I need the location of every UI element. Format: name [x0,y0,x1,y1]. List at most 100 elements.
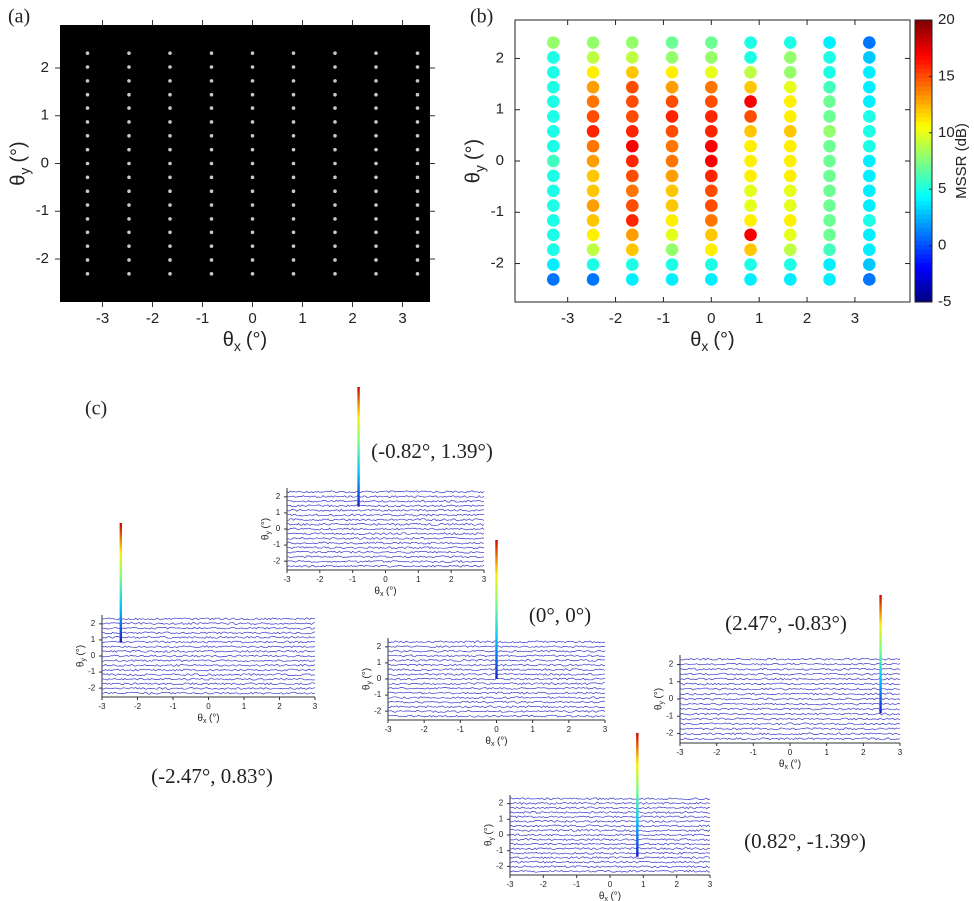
colorbar-cell [915,152,932,158]
axis-label: θx (°) [599,890,621,901]
dot [665,139,679,153]
diffraction-spot [374,92,378,97]
colorbar-cell [915,143,932,149]
diffraction-spot [415,79,420,83]
x-tick-label: 1 [755,310,763,327]
colorbar-tick-label: 20 [938,11,955,28]
dot [823,65,836,79]
trace [509,869,710,873]
dot [784,199,797,212]
y-tick-label: 1 [41,107,49,124]
colorbar-cell [915,293,932,299]
dot [705,80,718,94]
y-tick-label: -1 [88,667,96,676]
trace [287,555,485,559]
colorbar-cell [915,196,932,202]
y-tick-label: -2 [496,861,504,870]
dot [823,95,836,108]
diffraction-spot [374,230,378,235]
diffraction-spot [209,120,214,124]
x-tick-label: 3 [313,702,318,711]
trace [679,727,901,731]
trace [679,712,901,716]
colorbar-cell [915,174,932,180]
axis-label-symbol: θ [599,890,605,901]
trace [387,710,606,713]
diffraction-spot [85,272,90,276]
dot [626,169,639,183]
diffraction-spot [168,244,172,248]
trace [509,819,711,823]
axis-label-sub: x [701,338,708,354]
trace [679,707,901,711]
x-tick-label: 1 [530,725,535,734]
diffraction-spot [209,230,214,235]
x-tick-label: 0 [383,575,388,584]
trace [101,654,316,658]
diffraction-spot [374,244,378,248]
dot [626,95,639,108]
axis-label-unit: (°) [209,712,220,723]
trace [509,856,711,860]
diffraction-spot [415,258,420,262]
dot [626,139,639,153]
dot [744,214,757,227]
dot [547,139,560,153]
diffraction-spot [415,203,420,207]
dot [784,36,797,49]
dot [823,154,836,168]
diffraction-spot [168,106,172,110]
x-tick-label: -2 [146,310,159,327]
y-tick-label: 1 [669,677,674,686]
axis-label-unit: (°) [8,141,30,162]
dot [547,273,560,286]
colorbar-cell [915,218,932,224]
colorbar-cell [915,46,932,52]
diffraction-spot [209,258,214,262]
axis-label-unit: (°) [497,735,508,746]
x-tick-label: 3 [851,310,859,327]
y-tick-label: -2 [491,255,504,272]
trace [387,705,606,709]
axis-label-symbol: θ [197,712,203,723]
peak-spike [879,595,882,714]
dot [586,154,600,168]
y-tick-label: 0 [496,152,504,169]
diffraction-spot [333,203,337,207]
colorbar-cell [915,125,932,131]
dot [744,258,757,271]
dot [626,184,639,198]
axis-label-sub: x [380,591,384,598]
peak-label: (0°, 0°) [529,603,591,627]
diffraction-spot [291,230,296,235]
axis-label-symbol: θ [260,534,271,540]
colorbar-cell [915,266,932,272]
diffraction-spot [250,244,255,248]
y-tick-label: -2 [88,683,96,692]
diffraction-spot [250,147,255,152]
x-tick-label: 3 [898,748,903,757]
trace [679,722,901,726]
trace [101,677,316,681]
x-tick-label: 0 [248,310,256,327]
dot [823,124,836,138]
dot [823,80,836,94]
colorbar-cell [915,271,932,277]
diffraction-spot [374,120,378,124]
dot [586,258,600,271]
trace [286,508,485,512]
colorbar-cell [915,183,932,188]
colorbar-tick-label: 0 [938,237,946,254]
colorbar-cell [915,213,932,219]
dot [863,110,876,123]
dot [744,199,757,212]
colorbar-cell [915,90,932,96]
diffraction-spot [374,134,378,138]
axis-label-unit: (°) [463,139,485,160]
dot [665,80,679,94]
dot [784,214,797,227]
x-tick-label: 2 [674,880,679,889]
diffraction-spot [127,65,131,69]
colorbar-cell [915,64,932,69]
dot [823,214,836,227]
